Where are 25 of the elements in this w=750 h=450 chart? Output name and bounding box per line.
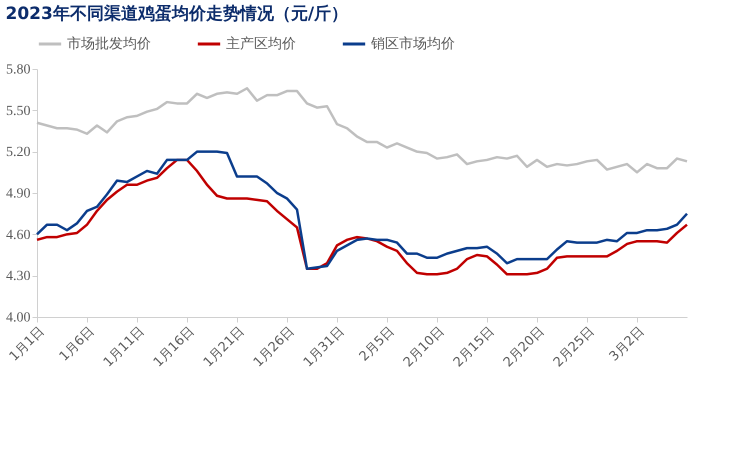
x-tick-label: 2月10日 <box>400 324 448 370</box>
x-tick-label: 2月15日 <box>450 324 498 370</box>
x-tick-label: 2月25日 <box>550 324 598 370</box>
x-tick-label: 2月20日 <box>500 324 548 370</box>
x-tick-label: 3月2日 <box>606 324 648 364</box>
x-tick-label: 1月16日 <box>150 324 198 370</box>
y-tick-label: 4.90 <box>6 186 30 202</box>
y-tick-label: 5.20 <box>6 145 30 160</box>
legend-label: 主产区均价 <box>226 36 296 52</box>
x-tick-label: 2月5日 <box>356 324 398 364</box>
x-tick-label: 1月31日 <box>300 324 348 370</box>
y-tick-label: 4.00 <box>6 310 30 326</box>
chart-title: 2023年不同渠道鸡蛋均价走势情况（元/斤） <box>6 4 348 24</box>
y-tick-label: 4.30 <box>6 269 30 284</box>
x-tick-label: 1月21日 <box>200 324 248 370</box>
y-tick-label: 5.80 <box>6 62 30 78</box>
legend-label: 市场批发均价 <box>67 36 151 52</box>
line-series <box>36 87 688 174</box>
x-tick-label: 1月6日 <box>56 324 98 364</box>
legend-label: 销区市场均价 <box>370 36 455 52</box>
y-tick-label: 4.60 <box>6 228 30 243</box>
y-tick-label: 5.50 <box>6 104 30 119</box>
x-tick-label: 1月26日 <box>250 324 298 370</box>
x-tick-label: 1月11日 <box>100 324 148 370</box>
x-tick-label: 1月1日 <box>6 324 48 364</box>
